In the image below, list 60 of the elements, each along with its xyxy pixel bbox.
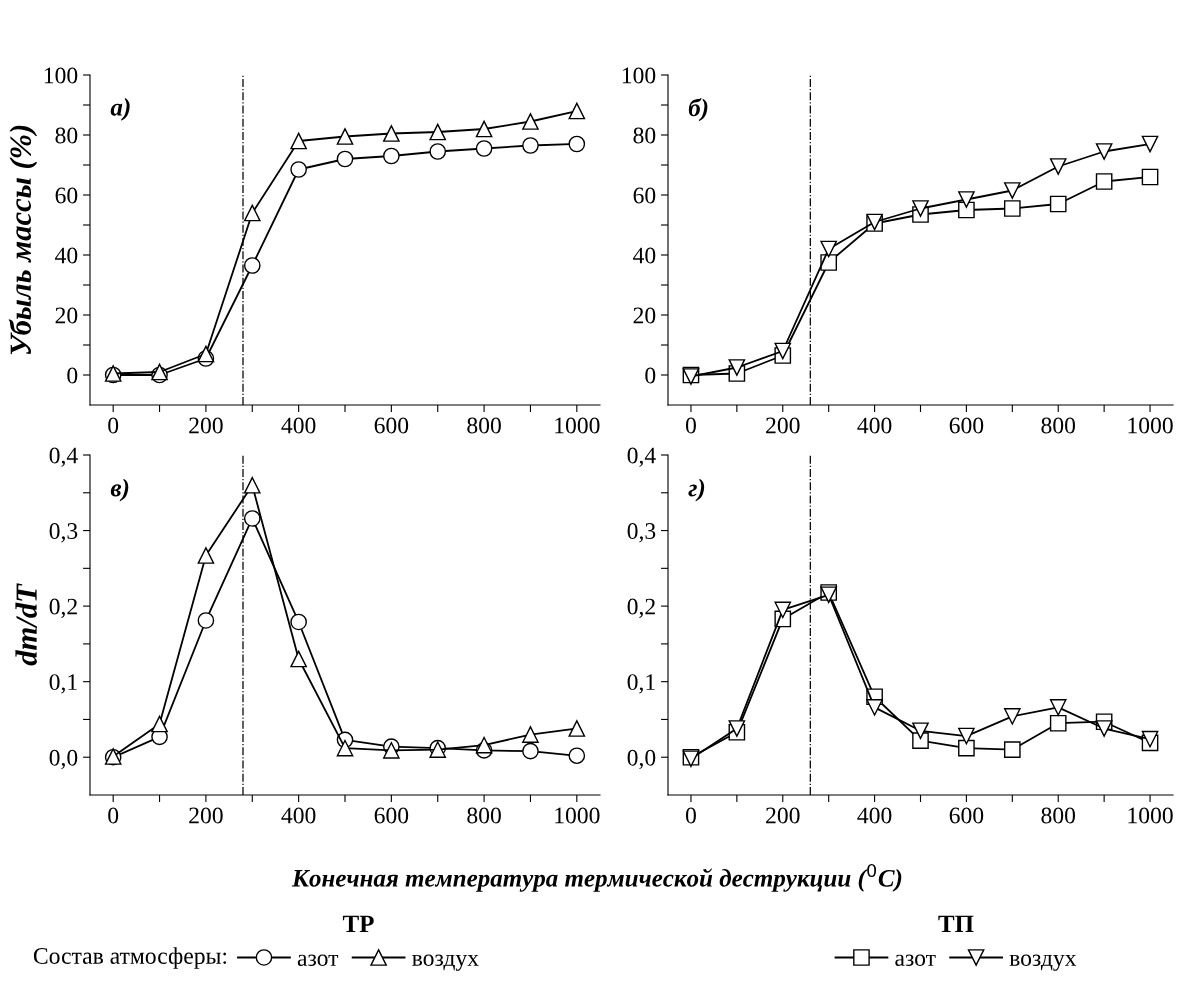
x-tick-label: 600 [949,807,984,824]
y-tick-label: 0,2 [627,598,655,618]
x-tick-label: 800 [1041,807,1076,824]
y-tick-label: 0,0 [627,749,656,770]
y-tick-label: 40 [55,247,78,264]
y-tick-label: 0,4 [49,447,78,467]
x-tick-label: 0 [685,807,696,824]
y-tick-label: 20 [633,307,656,324]
y-tick-label: 0,1 [49,674,77,694]
x-tick-label: 600 [374,807,409,824]
legend-title: ТР [342,915,374,933]
y-tick-label: 0,0 [49,749,78,770]
y-tick-label: 20 [55,307,78,324]
x-tick-label: 600 [374,417,409,434]
x-tick-label: 800 [467,807,501,824]
annotation: а) [110,98,130,121]
x-tick-label: 1000 [1128,807,1173,824]
x-tick-label: 0 [108,807,119,824]
text: Состав атмосферы: [33,947,227,969]
x-tick-label: 200 [189,807,223,824]
y-axis-title: Убыль массы (%) [8,125,38,355]
legend-label: азот [297,954,339,966]
y-tick-label: 100 [622,67,656,84]
x-tick-label: 200 [189,417,223,434]
x-tick-label: 800 [1041,417,1076,434]
y-axis-title: dm/dT [15,583,37,666]
x-tick-label: 600 [949,417,984,434]
legend-label: азот [895,954,936,966]
x-tick-label: 400 [857,417,892,434]
x-tick-label: 200 [766,807,800,824]
annotation: г) [688,478,705,502]
x-tick-label: 1000 [555,417,600,434]
x-tick-label: 800 [467,417,501,434]
y-tick-label: 80 [55,127,78,144]
x-tick-label: 1000 [1128,417,1173,434]
y-tick-label: 0 [645,367,656,384]
x-axis-title: Конечная температура термической деструкции ($^{0}$C) [291,863,902,892]
y-tick-label: 0,2 [49,598,77,618]
x-tick-label: 200 [766,417,800,434]
y-tick-label: 100 [44,67,78,84]
y-tick-label: 0,1 [627,674,655,694]
legend-label: воздух [1009,954,1077,971]
x-tick-label: 400 [857,807,892,824]
y-tick-label: 40 [633,247,656,264]
y-tick-label: 0,3 [627,523,656,543]
y-tick-label: 0,3 [49,523,78,543]
y-tick-label: 80 [633,127,656,144]
y-tick-label: 0 [67,367,78,384]
annotation: в) [110,478,129,502]
y-tick-label: 60 [633,187,656,204]
x-tick-label: 400 [281,807,316,824]
x-tick-label: 400 [281,417,316,434]
y-tick-label: 60 [55,187,78,204]
legend-title: ТП [938,915,974,933]
x-tick-label: 1000 [555,807,600,824]
y-tick-label: 0,4 [627,447,656,467]
annotation: б) [688,98,708,122]
x-tick-label: 0 [108,417,119,434]
legend-label: воздух [412,954,479,971]
x-tick-label: 0 [685,417,696,434]
